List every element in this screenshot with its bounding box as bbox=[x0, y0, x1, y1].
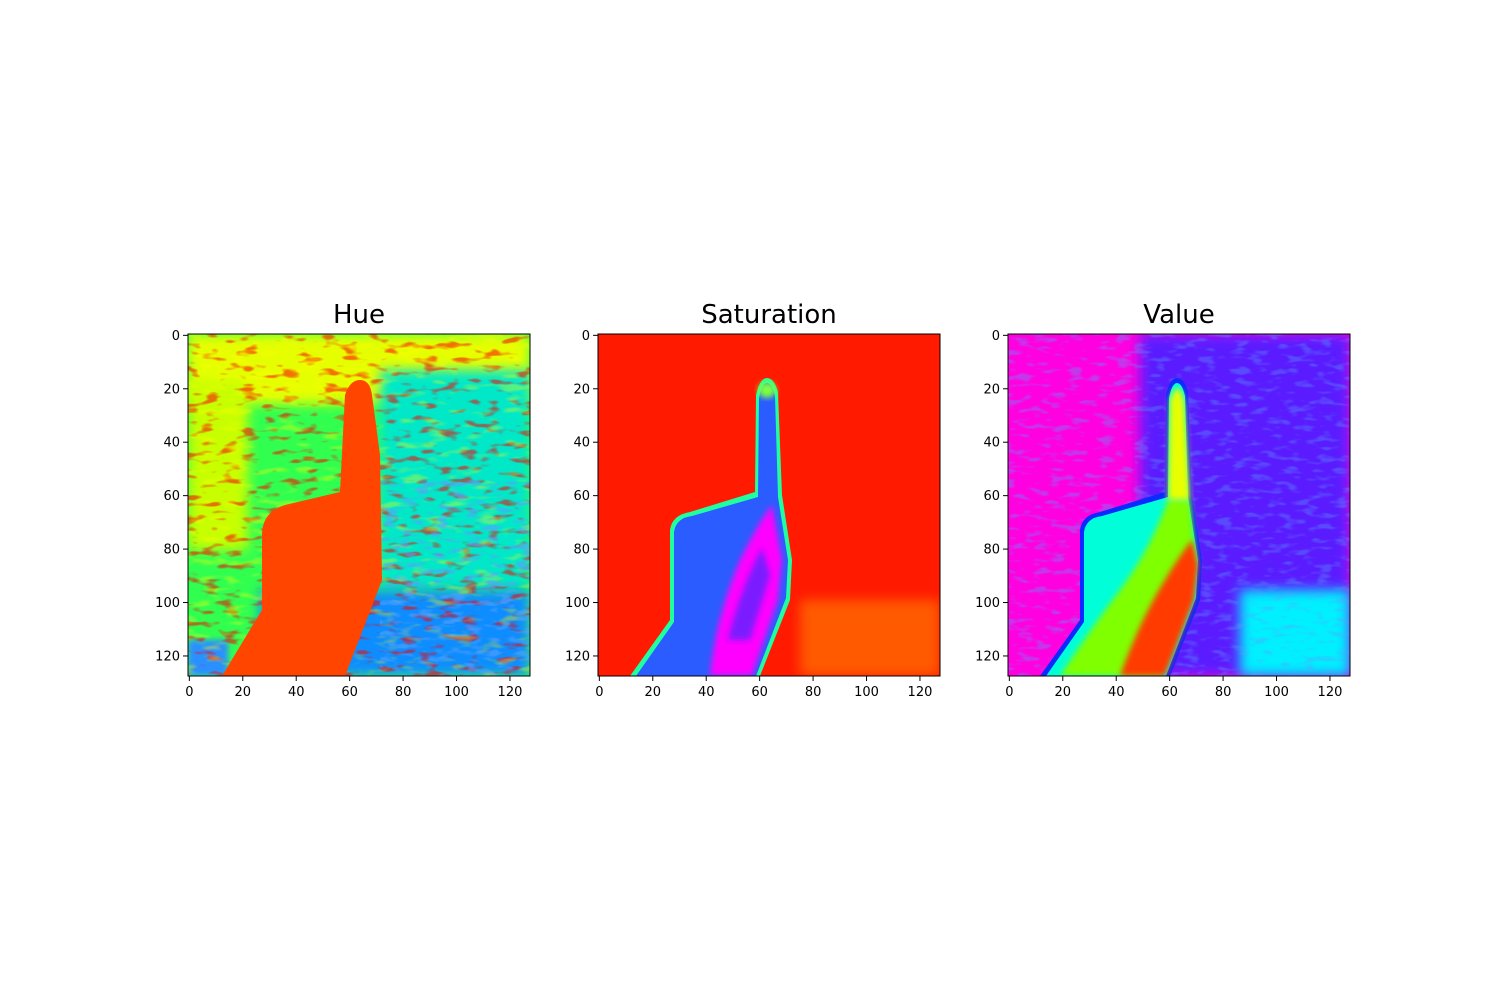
y-tick-label: 120 bbox=[565, 649, 590, 664]
x-tick-label: 100 bbox=[1264, 685, 1289, 700]
x-tick-label: 100 bbox=[854, 685, 879, 700]
y-tick-label: 20 bbox=[163, 382, 180, 397]
val-finger bbox=[1168, 388, 1190, 500]
x-tick-label: 0 bbox=[1005, 685, 1013, 700]
y-tick-label: 120 bbox=[155, 649, 180, 664]
y-tick-label: 120 bbox=[975, 649, 1000, 664]
y-tick-label: 0 bbox=[992, 329, 1000, 344]
x-tick-label: 60 bbox=[341, 685, 358, 700]
y-tick-label: 40 bbox=[163, 436, 180, 451]
x-tick-label: 0 bbox=[185, 685, 193, 700]
sat-fingertip bbox=[758, 382, 776, 398]
x-tick-label: 60 bbox=[1161, 685, 1178, 700]
x-tick-label: 80 bbox=[1215, 685, 1232, 700]
sat-bg-bottom-right bbox=[800, 600, 940, 676]
hue-image bbox=[188, 334, 530, 676]
x-tick-label: 40 bbox=[288, 685, 305, 700]
x-tick-label: 0 bbox=[595, 685, 603, 700]
x-tick-label: 20 bbox=[235, 685, 252, 700]
x-tick-label: 60 bbox=[751, 685, 768, 700]
panel-title-saturation: Saturation bbox=[701, 300, 837, 330]
panel-hue: 0 20 40 60 80 100 120 0 20 40 60 80 100 120 bbox=[155, 329, 531, 700]
x-tick-label: 120 bbox=[908, 685, 933, 700]
panel-title-value: Value bbox=[1143, 300, 1215, 330]
y-tick-label: 60 bbox=[983, 489, 1000, 504]
y-tick-label: 40 bbox=[573, 436, 590, 451]
y-tick-label: 20 bbox=[573, 382, 590, 397]
value-image bbox=[1008, 334, 1350, 676]
hue-speckle-blue bbox=[380, 480, 530, 676]
y-tick-label: 100 bbox=[565, 596, 590, 611]
x-tick-label: 20 bbox=[645, 685, 662, 700]
x-tick-label: 80 bbox=[395, 685, 412, 700]
y-tick-label: 80 bbox=[163, 543, 180, 558]
x-tick-label: 120 bbox=[1318, 685, 1343, 700]
x-tick-label: 20 bbox=[1055, 685, 1072, 700]
y-tick-label: 60 bbox=[163, 489, 180, 504]
hue-axes-frame bbox=[187, 333, 531, 677]
y-tick-label: 60 bbox=[573, 489, 590, 504]
x-tick-label: 40 bbox=[698, 685, 715, 700]
y-tick-label: 100 bbox=[155, 596, 180, 611]
panel-saturation: 0 20 40 60 80 100 120 0 20 40 60 80 100 120 bbox=[565, 329, 941, 700]
hue-hand-region bbox=[222, 380, 382, 676]
saturation-axes-frame bbox=[597, 333, 941, 677]
val-hand-lit bbox=[1120, 540, 1198, 676]
y-tick-label: 40 bbox=[983, 436, 1000, 451]
y-tick-label: 20 bbox=[983, 382, 1000, 397]
x-tick-label: 80 bbox=[805, 685, 822, 700]
x-tick-label: 100 bbox=[444, 685, 469, 700]
y-tick-label: 100 bbox=[975, 596, 1000, 611]
sat-finger-core bbox=[728, 548, 770, 640]
x-tick-label: 120 bbox=[498, 685, 523, 700]
y-tick-label: 0 bbox=[582, 329, 590, 344]
y-tick-label: 0 bbox=[172, 329, 180, 344]
x-tick-label: 40 bbox=[1108, 685, 1125, 700]
y-tick-label: 80 bbox=[983, 543, 1000, 558]
saturation-image bbox=[598, 334, 940, 676]
panel-title-hue: Hue bbox=[332, 300, 386, 330]
value-axes-frame bbox=[1007, 333, 1351, 677]
y-tick-label: 80 bbox=[573, 543, 590, 558]
panel-value: 0 20 40 60 80 100 120 0 20 40 60 80 100 120 bbox=[975, 329, 1351, 700]
